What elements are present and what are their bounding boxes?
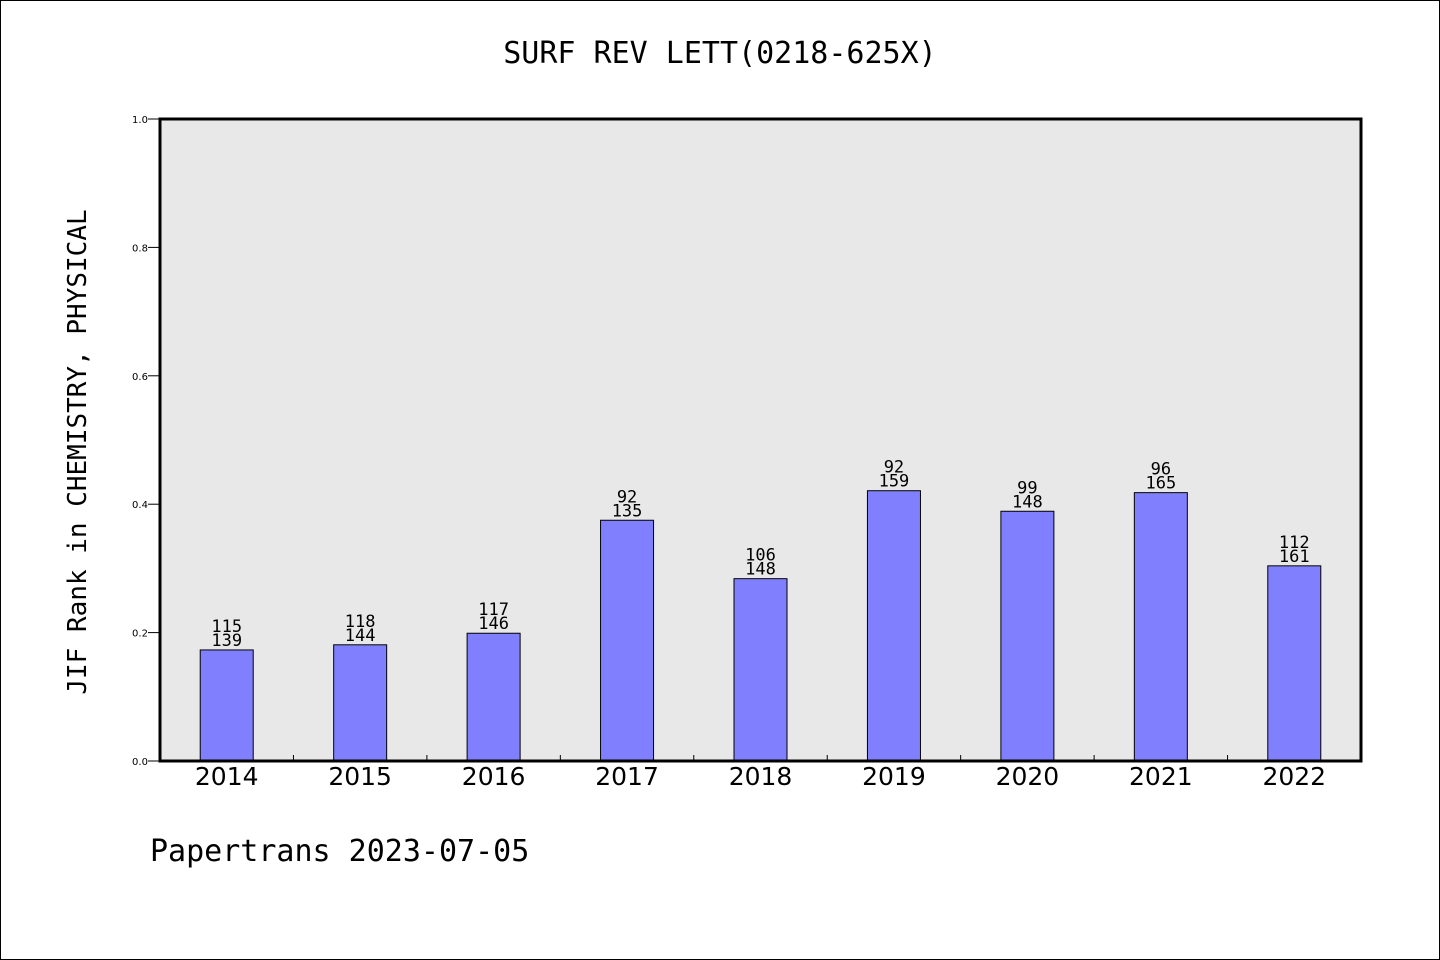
bar-2022 [1267, 565, 1322, 762]
x-tick-label-2019: 2019 [862, 762, 926, 791]
x-tick-label-2018: 2018 [729, 762, 793, 791]
plot-border [158, 117, 1363, 763]
y-tick-label: 0.2 [132, 629, 148, 640]
rank-label-2019: 92 [884, 458, 904, 478]
rank-label-2014: 115 [211, 617, 242, 637]
x-tick-label-2014: 2014 [195, 762, 259, 791]
bar-2016 [466, 632, 521, 762]
total-label-2021: 165 [1145, 474, 1176, 494]
total-label-2017: 135 [612, 501, 643, 521]
total-label-2018: 148 [745, 560, 776, 580]
bar-2018 [733, 578, 788, 762]
y-tick-label: 0.0 [132, 757, 148, 768]
footer-source: Papertrans 2023-07-05 [150, 834, 530, 869]
total-label-2022: 161 [1279, 547, 1310, 567]
total-label-2016: 146 [478, 614, 509, 634]
chart-title: SURF REV LETT(0218-625X) [503, 36, 937, 71]
y-tick-label: 1.0 [132, 115, 148, 126]
total-label-2020: 148 [1012, 492, 1043, 512]
bar-2019 [866, 490, 921, 762]
bar-2014 [199, 649, 254, 762]
rank-label-2015: 118 [345, 612, 376, 632]
rank-label-2016: 117 [478, 600, 509, 620]
bar-2015 [333, 644, 388, 762]
total-label-2014: 139 [211, 631, 242, 651]
x-tick-label-2017: 2017 [595, 762, 659, 791]
x-tick-label-2021: 2021 [1129, 762, 1193, 791]
y-tick-label: 0.6 [132, 372, 148, 383]
bar-2020 [1000, 510, 1055, 762]
rank-label-2018: 106 [745, 546, 776, 566]
rank-label-2020: 99 [1017, 478, 1037, 498]
x-tick-label-2016: 2016 [462, 762, 526, 791]
x-tick-label-2022: 2022 [1262, 762, 1326, 791]
x-tick-label-2015: 2015 [328, 762, 392, 791]
rank-label-2017: 92 [617, 487, 637, 507]
rank-label-2021: 96 [1151, 460, 1171, 480]
bar-2017 [600, 519, 655, 762]
total-label-2019: 159 [879, 472, 910, 492]
y-tick-label: 0.4 [132, 500, 148, 511]
rank-label-2022: 112 [1279, 533, 1310, 553]
x-tick-label-2020: 2020 [996, 762, 1060, 791]
total-label-2015: 144 [345, 626, 376, 646]
y-tick-label: 0.8 [132, 243, 148, 254]
bar-2021 [1133, 492, 1188, 762]
